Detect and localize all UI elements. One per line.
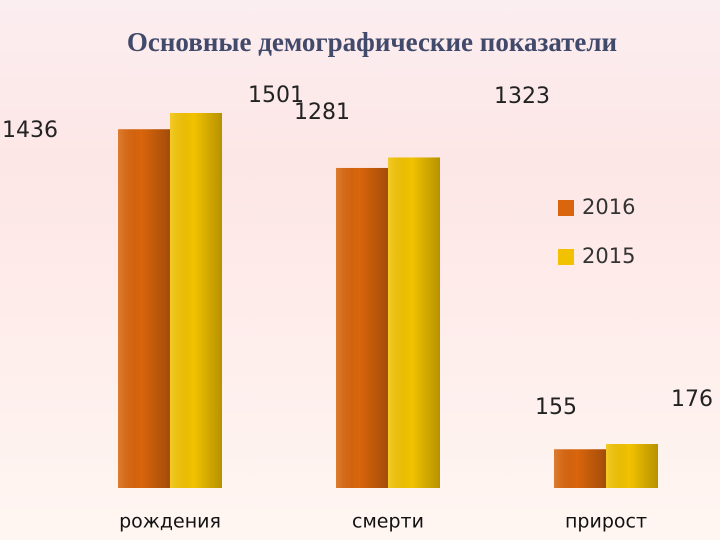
- bar-shade: [118, 129, 170, 488]
- bar-shade: [336, 167, 388, 488]
- data-label: 1323: [494, 84, 550, 109]
- legend-label: 2016: [582, 195, 635, 219]
- bar-shade: [606, 444, 658, 488]
- data-label: 1281: [294, 100, 350, 125]
- legend-label: 2015: [582, 244, 635, 268]
- legend-swatch: [558, 200, 574, 216]
- bar-shade: [388, 157, 440, 489]
- data-label: 1501: [248, 83, 304, 108]
- legend-swatch: [558, 249, 574, 265]
- data-label: 155: [535, 395, 577, 420]
- x-tick-label: рождения: [119, 511, 221, 533]
- bar-shade: [170, 113, 222, 488]
- data-label: 1436: [2, 118, 58, 143]
- data-label: 176: [671, 387, 713, 412]
- bar-shade: [554, 449, 606, 488]
- x-tick-label: прирост: [565, 511, 647, 533]
- chart-title: Основные демографические показатели: [127, 27, 617, 57]
- x-tick-label: смерти: [352, 511, 424, 533]
